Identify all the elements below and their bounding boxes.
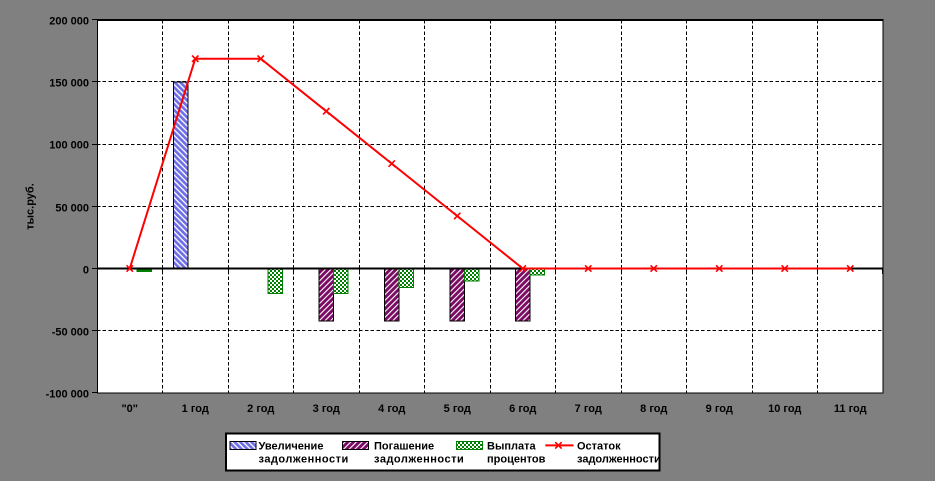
svg-text:2 год: 2 год	[247, 403, 274, 415]
svg-text:150 000: 150 000	[49, 78, 89, 90]
svg-text:задолженности: задолженности	[374, 453, 464, 465]
svg-text:Выплата: Выплата	[487, 440, 536, 452]
svg-text:0: 0	[83, 265, 89, 277]
svg-text:200 000: 200 000	[49, 16, 89, 28]
svg-text:задолженности: задолженности	[577, 453, 661, 465]
svg-text:6 год: 6 год	[509, 403, 536, 415]
svg-text:11 год: 11 год	[834, 403, 867, 415]
svg-text:3 год: 3 год	[313, 403, 340, 415]
svg-text:Остаток: Остаток	[577, 440, 621, 452]
svg-text:процентов: процентов	[487, 453, 546, 465]
svg-text:-100 000: -100 000	[46, 389, 89, 401]
svg-text:"0": "0"	[121, 403, 138, 415]
svg-text:1 год: 1 год	[182, 403, 209, 415]
svg-text:100 000: 100 000	[49, 140, 89, 152]
svg-text:Погашение: Погашение	[374, 440, 434, 452]
svg-text:50 000: 50 000	[55, 203, 89, 215]
svg-text:4 год: 4 год	[378, 403, 405, 415]
svg-text:тыс.руб.: тыс.руб.	[25, 183, 37, 230]
svg-text:10 год: 10 год	[768, 403, 801, 415]
svg-text:7 год: 7 год	[575, 403, 602, 415]
svg-text:5 год: 5 год	[444, 403, 471, 415]
svg-text:задолженности: задолженности	[259, 453, 349, 465]
svg-text:Увеличение: Увеличение	[259, 440, 324, 452]
svg-text:8 год: 8 год	[640, 403, 667, 415]
svg-text:9 год: 9 год	[706, 403, 733, 415]
svg-text:-50 000: -50 000	[52, 327, 89, 339]
